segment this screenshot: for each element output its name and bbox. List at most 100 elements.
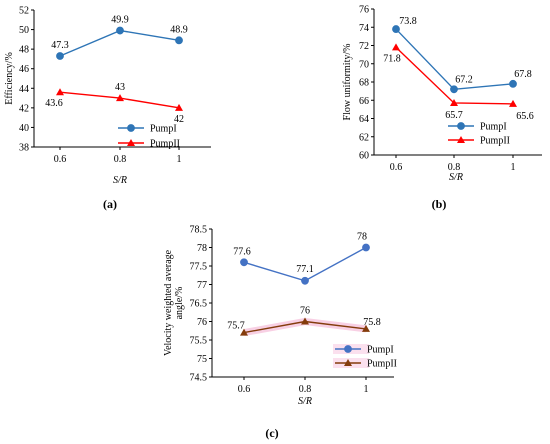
y-tick-label: 48 [19, 45, 29, 56]
x-tick-label: 0.6 [390, 162, 403, 173]
y-tick-label: 76.5 [190, 299, 208, 310]
y-tick-label: 75 [197, 354, 207, 365]
legend-marker [344, 359, 352, 366]
data-label: 71.8 [383, 53, 401, 64]
data-label: 48.9 [170, 24, 188, 35]
y-axis-label-line: Velocity weighted average [163, 249, 174, 356]
data-point [301, 276, 309, 285]
legend-marker [344, 345, 352, 353]
y-tick-label: 74 [359, 23, 369, 34]
legend-label: PumpI [367, 345, 394, 356]
panel-label: (b) [432, 197, 447, 211]
y-axis-label: Flow uniformity/% [342, 44, 353, 121]
data-point [116, 26, 124, 35]
y-axis-label-line: angle/% [174, 287, 185, 320]
data-label: 76 [300, 306, 310, 317]
y-tick-label: 72 [359, 41, 369, 52]
y-tick-label: 77 [197, 280, 207, 291]
legend-label: PumpII [150, 139, 180, 150]
data-label: 42 [174, 114, 184, 125]
y-tick-label: 68 [359, 78, 369, 89]
series-2: 75.7 76 75.8 [227, 306, 381, 337]
legend-label: PumpI [480, 122, 507, 133]
y-axis-label: Efficiency/% [4, 52, 15, 105]
panel-label: (a) [103, 197, 117, 211]
legend-marker [457, 122, 465, 130]
data-label: 77.6 [233, 246, 251, 257]
data-label: 49.9 [111, 15, 129, 26]
y-tick-label: 44 [19, 84, 29, 95]
data-point [450, 85, 458, 94]
data-point [56, 52, 64, 60]
y-tick-label: 42 [19, 103, 29, 114]
legend-label: PumpII [480, 136, 510, 147]
data-label: 43.6 [45, 98, 63, 109]
data-label: 47.3 [51, 40, 69, 51]
data-label: 75.8 [363, 317, 381, 328]
data-label: 65.7 [445, 110, 463, 121]
data-point [362, 243, 370, 252]
data-label: 43 [115, 82, 125, 93]
y-tick-label: 52 [19, 6, 29, 17]
data-label: 65.6 [516, 111, 534, 122]
data-label: 67.8 [514, 69, 532, 80]
data-label: 73.8 [399, 16, 417, 27]
data-point [509, 99, 517, 107]
y-tick-label: 40 [19, 123, 29, 134]
data-point [240, 328, 248, 336]
chart-panel-1: 38 40 42 44 46 48 50 52 0.6 0.8 1 S/R Efficiency/% 47… [4, 6, 211, 211]
legend: PumpI PumpII [333, 344, 397, 370]
legend-marker [127, 124, 135, 132]
legend-label: PumpI [150, 124, 177, 135]
data-point [392, 43, 400, 51]
legend: PumpI PumpII [448, 122, 510, 147]
y-tick-label: 38 [19, 143, 29, 154]
chart-panel-2: 60 62 64 66 68 70 72 74 76 0.6 0.8 1 S/R Flow uniform… [342, 5, 542, 211]
x-tick-label: 1 [511, 162, 516, 173]
legend-label: PumpII [367, 359, 397, 370]
x-axis-label: S/R [113, 175, 127, 186]
data-point [509, 79, 517, 88]
data-point [301, 317, 309, 325]
data-point [175, 36, 183, 45]
legend-marker [127, 139, 135, 146]
y-tick-label: 76 [197, 317, 207, 328]
x-tick-label: 1 [177, 154, 182, 165]
series-1: 77.6 77.1 78 [233, 232, 370, 285]
chart-panel-3: 74.5 75 75.5 76 76.5 77 77.5 78 78.5 0.6 0.8 1 S/R Ve… [163, 225, 397, 441]
series-2: 43.6 43 42 [45, 82, 184, 125]
series-1: 47.3 49.9 48.9 [51, 15, 188, 60]
y-tick-label: 50 [19, 25, 29, 36]
x-tick-label: 0.8 [448, 162, 461, 173]
data-point [362, 324, 370, 332]
y-tick-label: 78 [197, 243, 207, 254]
y-tick-label: 75.5 [190, 336, 208, 347]
x-tick-label: 1 [364, 384, 369, 395]
y-tick-label: 77.5 [190, 262, 208, 273]
legend: PumpI PumpII [118, 124, 180, 150]
series-2: 71.8 65.7 65.6 [383, 43, 534, 122]
y-tick-label: 62 [359, 132, 369, 143]
legend-marker [457, 136, 465, 143]
data-label: 78 [357, 232, 367, 243]
series-1: 73.8 67.2 67.8 [392, 16, 532, 94]
data-point [450, 98, 458, 106]
y-tick-label: 76 [359, 5, 369, 16]
x-tick-label: 0.6 [238, 384, 251, 395]
data-label: 77.1 [296, 264, 314, 275]
data-point [175, 103, 183, 111]
y-tick-label: 64 [359, 114, 369, 125]
data-point [392, 25, 400, 33]
x-tick-label: 0.8 [299, 384, 312, 395]
y-tick-label: 74.5 [190, 373, 208, 384]
panel-label: (c) [265, 426, 278, 440]
x-tick-label: 0.6 [54, 154, 67, 165]
data-point [116, 94, 124, 102]
data-point [56, 88, 64, 96]
y-tick-label: 66 [359, 96, 369, 107]
y-tick-label: 70 [359, 59, 369, 70]
x-axis-label: S/R [449, 172, 463, 183]
data-label: 67.2 [455, 74, 473, 85]
data-point [240, 258, 248, 267]
